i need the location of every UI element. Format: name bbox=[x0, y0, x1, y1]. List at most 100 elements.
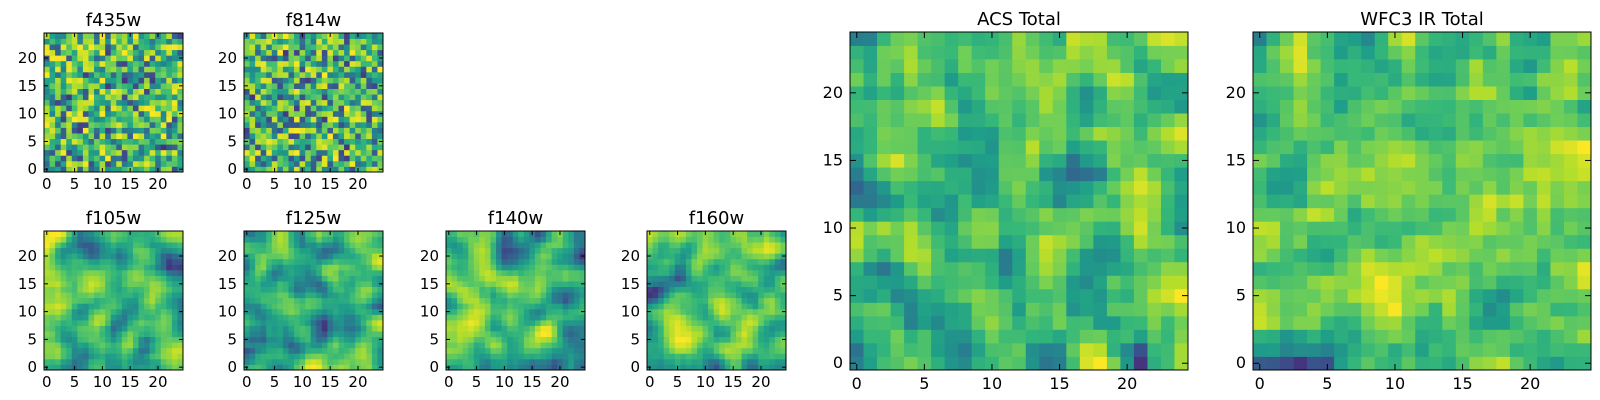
heatmap-cell bbox=[446, 303, 452, 310]
heatmap-cell bbox=[277, 258, 284, 265]
heatmap-cell bbox=[316, 269, 323, 276]
heatmap-cell bbox=[377, 331, 384, 338]
heatmap-cell bbox=[713, 247, 720, 254]
heatmap-cell bbox=[546, 286, 553, 293]
heatmap-cell bbox=[127, 247, 134, 254]
heatmap-cell bbox=[127, 308, 134, 315]
heatmap-cell bbox=[71, 149, 78, 156]
heatmap-cell bbox=[77, 325, 84, 332]
heatmap-cell bbox=[1266, 180, 1281, 195]
heatmap-cell bbox=[371, 236, 378, 243]
heatmap-cell bbox=[917, 180, 932, 195]
heatmap-cell bbox=[1052, 126, 1067, 141]
heatmap-cell bbox=[1012, 329, 1027, 344]
heatmap-cell bbox=[1455, 315, 1470, 330]
heatmap-cell bbox=[473, 236, 480, 243]
heatmap-cell bbox=[674, 292, 681, 299]
heatmap-cell bbox=[94, 88, 100, 95]
heatmap-cell bbox=[1482, 248, 1497, 263]
heatmap-cell bbox=[149, 60, 156, 67]
heatmap-cell bbox=[321, 231, 328, 237]
heatmap-cell bbox=[138, 314, 145, 321]
heatmap-cell bbox=[321, 33, 328, 39]
heatmap-cell bbox=[377, 236, 384, 243]
heatmap-cell bbox=[77, 83, 84, 89]
heatmap-cell bbox=[685, 269, 692, 276]
heatmap-cell bbox=[332, 253, 339, 260]
heatmap-cell bbox=[327, 38, 334, 45]
heatmap-cell bbox=[1401, 342, 1416, 357]
heatmap-cell bbox=[77, 160, 84, 167]
heatmap-cell bbox=[310, 236, 317, 243]
heatmap-cell bbox=[371, 160, 378, 167]
heatmap-cell bbox=[338, 319, 345, 326]
heatmap-cell bbox=[562, 342, 569, 349]
heatmap-cell bbox=[944, 248, 959, 263]
heatmap-cell bbox=[958, 140, 973, 155]
heatmap-cell bbox=[1496, 194, 1511, 209]
heatmap-cell bbox=[71, 133, 78, 140]
heatmap-cell bbox=[255, 160, 262, 167]
heatmap-cell bbox=[249, 269, 256, 276]
heatmap-cell bbox=[763, 353, 770, 360]
heatmap-cell bbox=[310, 336, 317, 343]
heatmap-cell bbox=[244, 144, 250, 151]
heatmap-cell bbox=[534, 358, 541, 365]
heatmap-cell bbox=[66, 253, 73, 260]
heatmap-cell bbox=[110, 236, 117, 243]
heatmap-cell bbox=[355, 138, 362, 145]
heatmap-cell bbox=[669, 253, 676, 260]
heatmap-cell bbox=[271, 353, 278, 360]
heatmap-cell bbox=[735, 297, 742, 304]
heatmap-cell bbox=[1307, 302, 1321, 317]
heatmap-cell bbox=[94, 166, 100, 173]
heatmap-cell bbox=[479, 253, 486, 260]
heatmap-cell bbox=[512, 364, 519, 371]
heatmap-cell bbox=[366, 44, 373, 51]
heatmap-cell bbox=[647, 297, 653, 304]
heatmap-cell bbox=[338, 353, 345, 360]
heatmap-cell bbox=[473, 286, 480, 293]
heatmap-cell bbox=[55, 127, 62, 134]
heatmap-cell bbox=[99, 83, 106, 89]
heatmap-cell bbox=[260, 353, 267, 360]
heatmap-cell bbox=[719, 236, 726, 243]
heatmap-cell bbox=[349, 133, 356, 140]
heatmap-cell bbox=[316, 55, 323, 62]
heatmap-cell bbox=[496, 269, 502, 276]
heatmap-cell bbox=[355, 66, 362, 73]
heatmap-cell bbox=[562, 358, 569, 365]
heatmap-cell bbox=[366, 281, 373, 287]
heatmap-cell bbox=[160, 71, 167, 78]
heatmap-cell bbox=[1106, 288, 1121, 303]
heatmap-cell bbox=[1334, 221, 1349, 236]
heatmap-cell bbox=[557, 292, 564, 299]
heatmap-cell bbox=[523, 308, 530, 315]
heatmap-cell bbox=[66, 66, 73, 73]
heatmap-cell bbox=[479, 353, 486, 360]
heatmap-cell bbox=[719, 353, 726, 360]
heatmap-cell bbox=[44, 297, 50, 304]
heatmap-cell bbox=[557, 325, 564, 332]
heatmap-cell bbox=[371, 247, 378, 254]
heatmap-cell bbox=[355, 144, 362, 151]
heatmap-cell bbox=[271, 88, 278, 95]
heatmap-cell bbox=[60, 38, 67, 45]
heatmap-cell bbox=[144, 105, 151, 112]
heatmap-cell bbox=[708, 342, 715, 349]
heatmap-cell bbox=[468, 353, 475, 360]
heatmap-cell bbox=[1106, 248, 1121, 263]
heatmap-cell bbox=[327, 292, 334, 299]
heatmap-cell bbox=[71, 121, 78, 128]
heatmap-cell bbox=[758, 269, 765, 276]
heatmap-cell bbox=[166, 44, 173, 51]
heatmap-cell bbox=[149, 264, 156, 271]
heatmap-cell bbox=[121, 319, 128, 326]
heatmap-cell bbox=[1374, 329, 1389, 344]
heatmap-cell bbox=[685, 342, 692, 349]
heatmap-cell bbox=[1025, 315, 1040, 330]
heatmap-cell bbox=[327, 275, 334, 282]
heatmap-cell bbox=[484, 308, 491, 315]
heatmap-cell bbox=[573, 297, 580, 304]
